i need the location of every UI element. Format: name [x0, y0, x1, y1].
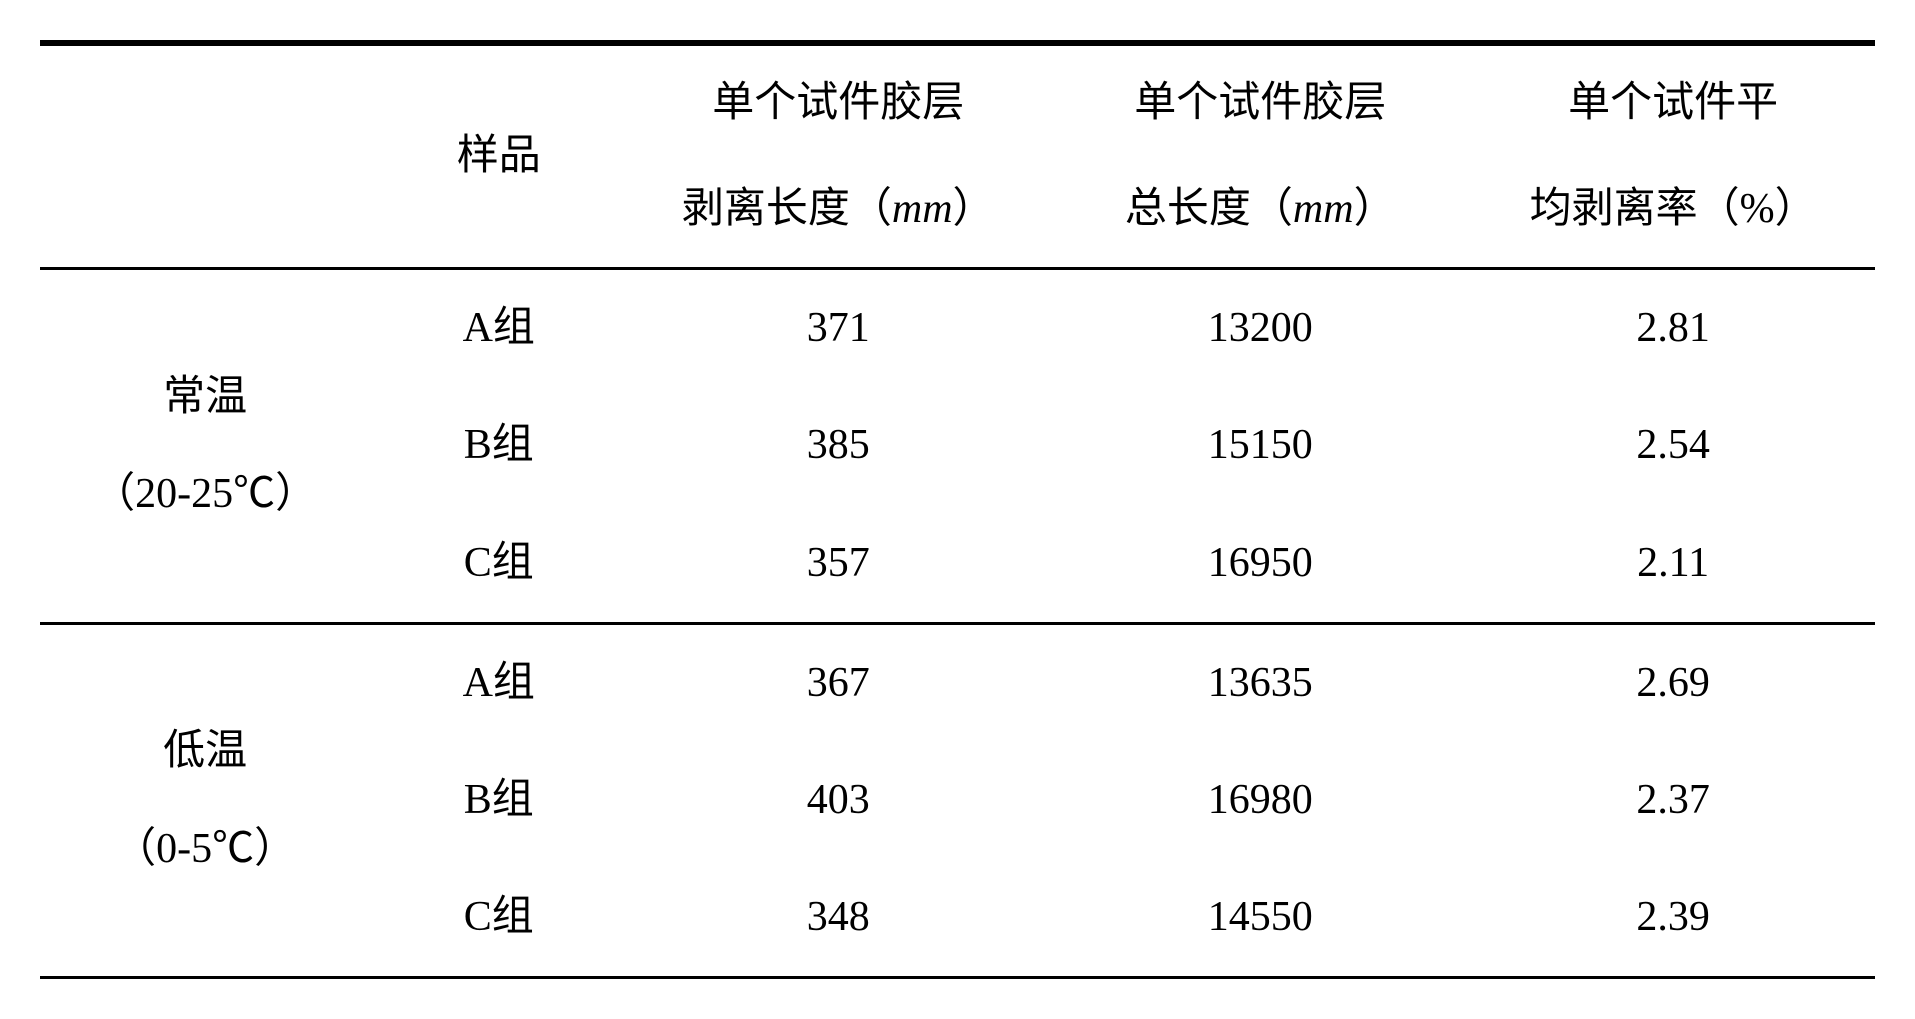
sample-cell: B组 [370, 742, 627, 859]
header-peel-length: 单个试件胶层 剥离长度（mm） [627, 43, 1049, 269]
table-row: 常温 （20-25℃） A组 371 13200 2.81 [40, 269, 1875, 388]
header-peel-line1: 单个试件胶层 [712, 66, 964, 142]
header-condition [40, 43, 370, 269]
peel-length-cell: 371 [627, 269, 1049, 388]
rate-cell: 2.54 [1471, 387, 1875, 504]
table-body: 常温 （20-25℃） A组 371 13200 2.81 B组 385 151… [40, 269, 1875, 978]
condition-line2: （20-25℃） [93, 461, 317, 528]
peel-length-cell: 385 [627, 387, 1049, 504]
rate-cell: 2.39 [1471, 859, 1875, 978]
header-total-length: 单个试件胶层 总长度（mm） [1049, 43, 1471, 269]
data-table-container: 样品 单个试件胶层 剥离长度（mm） 单个试件胶层 总长度（mm） [40, 40, 1875, 979]
header-rate-line1: 单个试件平 [1568, 66, 1778, 142]
sample-cell: C组 [370, 859, 627, 978]
header-total-line1: 单个试件胶层 [1134, 66, 1386, 142]
condition-cell: 低温 （0-5℃） [40, 623, 370, 978]
header-sample-text: 样品 [457, 133, 541, 179]
peel-length-cell: 403 [627, 742, 1049, 859]
rate-cell: 2.69 [1471, 623, 1875, 742]
sample-cell: C组 [370, 505, 627, 624]
total-length-cell: 14550 [1049, 859, 1471, 978]
table-row: 低温 （0-5℃） A组 367 13635 2.69 [40, 623, 1875, 742]
header-rate-line2: 均剥离率（%） [1530, 172, 1817, 248]
header-rate: 单个试件平 均剥离率（%） [1471, 43, 1875, 269]
condition-cell: 常温 （20-25℃） [40, 269, 370, 624]
total-length-cell: 15150 [1049, 387, 1471, 504]
sample-cell: B组 [370, 387, 627, 504]
total-length-cell: 13200 [1049, 269, 1471, 388]
peel-test-table: 样品 单个试件胶层 剥离长度（mm） 单个试件胶层 总长度（mm） [40, 40, 1875, 979]
rate-cell: 2.11 [1471, 505, 1875, 624]
header-peel-line2: 剥离长度（mm） [682, 172, 995, 248]
header-total-line2: 总长度（mm） [1125, 172, 1396, 248]
condition-line1: 低温 [163, 718, 247, 785]
total-length-cell: 16950 [1049, 505, 1471, 624]
condition-line2: （0-5℃） [114, 816, 296, 883]
condition-line1: 常温 [163, 364, 247, 431]
header-sample: 样品 [370, 43, 627, 269]
peel-length-cell: 367 [627, 623, 1049, 742]
total-length-cell: 16980 [1049, 742, 1471, 859]
total-length-cell: 13635 [1049, 623, 1471, 742]
rate-cell: 2.81 [1471, 269, 1875, 388]
sample-cell: A组 [370, 623, 627, 742]
sample-cell: A组 [370, 269, 627, 388]
peel-length-cell: 348 [627, 859, 1049, 978]
header-row: 样品 单个试件胶层 剥离长度（mm） 单个试件胶层 总长度（mm） [40, 43, 1875, 269]
rate-cell: 2.37 [1471, 742, 1875, 859]
peel-length-cell: 357 [627, 505, 1049, 624]
